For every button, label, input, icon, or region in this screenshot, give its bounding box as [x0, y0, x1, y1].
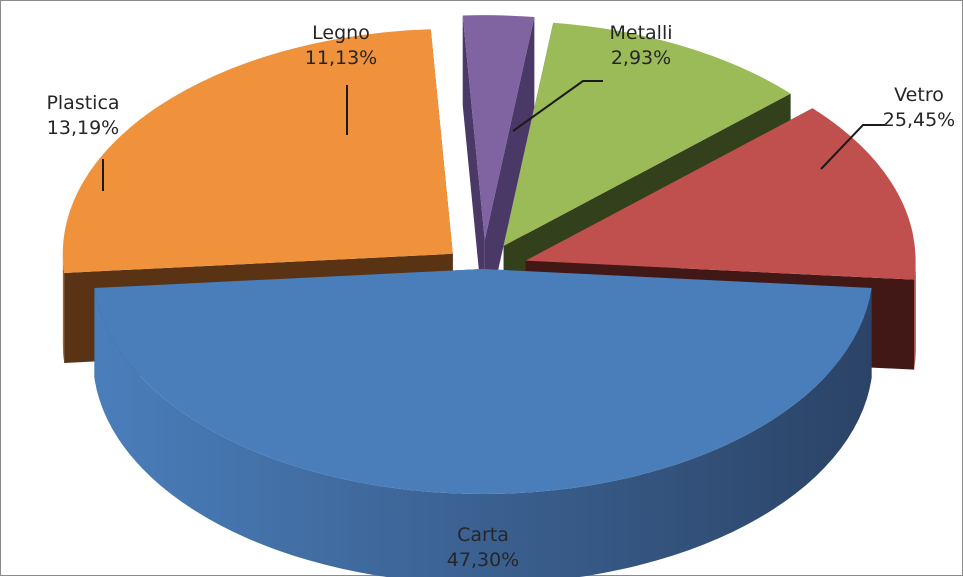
slice-top-metalli	[462, 15, 535, 241]
slice-side-vetro	[62, 253, 65, 363]
slice-wall-metalli-1	[484, 16, 535, 331]
data-label-carta-value: 47,30%	[447, 549, 519, 571]
slice-side-carta	[94, 288, 872, 577]
data-label-metalli-name: Metalli	[609, 22, 672, 44]
data-label-plastica-name: Plastica	[46, 92, 119, 114]
data-label-legno-value: 11,13%	[305, 47, 377, 69]
slice-top-carta	[94, 269, 872, 494]
leader-line-vetro	[820, 124, 885, 170]
data-label-legno-name: Legno	[312, 22, 370, 44]
leader-line-metalli	[512, 80, 603, 132]
slice-top-plastica	[525, 108, 916, 280]
data-label-plastica-value: 13,19%	[47, 117, 119, 139]
slice-top-vetro	[62, 29, 453, 273]
slice-carta	[94, 269, 872, 577]
data-label-vetro-value: 25,45%	[883, 109, 955, 131]
slice-side-plastica	[914, 260, 916, 370]
data-label-vetro-name: Vetro	[894, 84, 944, 106]
data-label-carta-name: Carta	[457, 524, 509, 546]
slice-metalli	[462, 15, 535, 331]
slice-wall-metalli-0	[462, 15, 485, 331]
slice-top-legno	[503, 22, 791, 246]
data-label-metalli-value: 2,93%	[611, 47, 671, 69]
